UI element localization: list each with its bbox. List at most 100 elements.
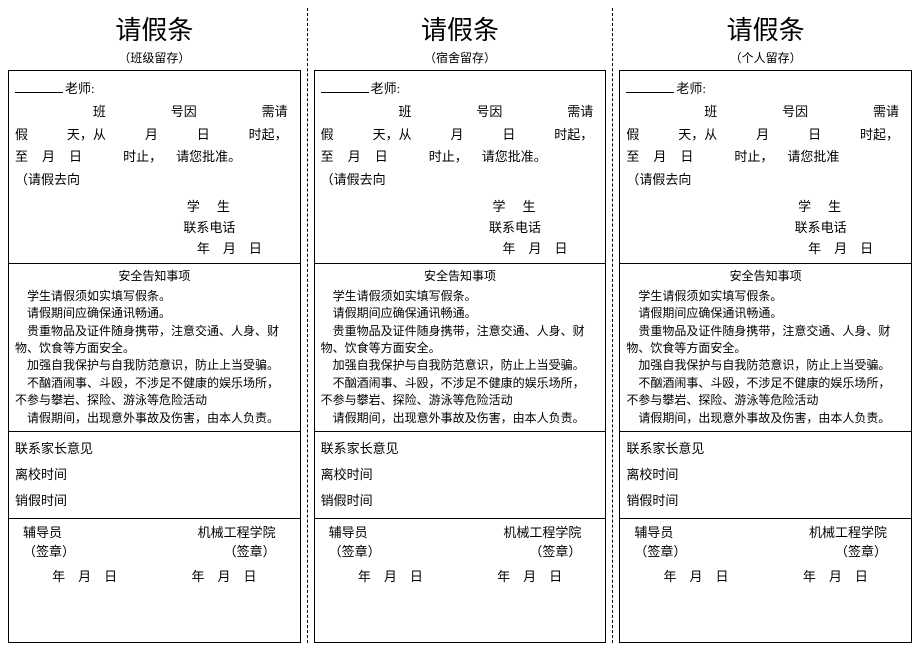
label-counselor: 辅导员 <box>634 523 686 543</box>
safety-item-2: 请假期间应确保通讯畅通。 <box>626 305 905 322</box>
safety-item-3a: 贵重物品及证件随身携带，注意交通、人身、财 <box>626 323 905 340</box>
subtitle: （宿舍留存） <box>314 49 607 66</box>
label-need: 需请 <box>567 102 593 123</box>
leave-slip-class-copy: 请假条 （班级留存） 老师: 班 号因 需请 假 天，从 月 日 时起， 至 月… <box>4 8 305 643</box>
label-seal-1: （签章） <box>329 542 381 562</box>
label-class: 班 <box>399 102 412 123</box>
label-day2: 日 <box>375 147 388 168</box>
contact-section: 联系家长意见 离校时间 销假时间 <box>9 431 300 518</box>
leave-slip-personal-copy: 请假条 （个人留存） 老师: 班 号因 需请 假 天，从 月 日 时起， 至 月… <box>615 8 916 643</box>
label-from: 时起， <box>554 125 593 146</box>
title: 请假条 <box>619 10 912 47</box>
teacher-blank[interactable] <box>15 79 63 93</box>
safety-item-5a: 不酗酒闹事、斗殴，不涉足不健康的娱乐场所， <box>15 375 294 392</box>
label-parent: 联系家长意见 <box>15 436 294 462</box>
safety-item-4: 加强自我保护与自我防范意识，防止上当受骗。 <box>321 357 600 374</box>
body-section: 老师: 班 号因 需请 假 天，从 月 日 时起， 至 月 日 时止， 请您批准… <box>9 71 300 263</box>
label-leave: 假 <box>321 125 334 146</box>
label-seal-2: （签章） <box>503 542 581 562</box>
label-from: 时起， <box>249 125 288 146</box>
label-seal-2: （签章） <box>198 542 276 562</box>
contact-section: 联系家长意见 离校时间 销假时间 <box>315 431 606 518</box>
form-box: 老师: 班 号因 需请 假 天，从 月 日 时起， 至 月 日 时止， 请您批准 <box>619 70 912 643</box>
subtitle: （班级留存） <box>8 49 301 66</box>
label-to-time: 时止， <box>123 147 162 168</box>
safety-item-1: 学生请假须如实填写假条。 <box>626 288 905 305</box>
safety-item-4: 加强自我保护与自我防范意识，防止上当受骗。 <box>15 357 294 374</box>
label-dest: （请假去向 <box>15 170 294 191</box>
safety-title: 安全告知事项 <box>321 268 600 285</box>
label-day1: 日 <box>808 125 821 146</box>
label-dest: （请假去向 <box>321 170 600 191</box>
safety-item-5a: 不酗酒闹事、斗殴，不涉足不健康的娱乐场所， <box>321 375 600 392</box>
label-to: 至 <box>15 147 28 168</box>
label-approve: 请您批准 <box>787 147 839 168</box>
label-phone: 联系电话 <box>736 218 905 239</box>
label-to-time: 时止， <box>734 147 773 168</box>
body-section: 老师: 班 号因 需请 假 天，从 月 日 时起， 至 月 日 时止， 请您批准… <box>315 71 606 263</box>
safety-title: 安全告知事项 <box>15 268 294 285</box>
sign-date-2: 年 月 日 <box>191 568 256 587</box>
leave-slip-dorm-copy: 请假条 （宿舍留存） 老师: 班 号因 需请 假 天，从 月 日 时起， 至 月… <box>310 8 611 643</box>
label-need: 需请 <box>262 102 288 123</box>
safety-section: 安全告知事项 学生请假须如实填写假条。 请假期间应确保通讯畅通。 贵重物品及证件… <box>9 263 300 431</box>
label-counselor: 辅导员 <box>329 523 381 543</box>
label-approve: 请您批准。 <box>482 147 547 168</box>
label-parent: 联系家长意见 <box>626 436 905 462</box>
teacher-blank[interactable] <box>626 79 674 93</box>
label-counselor: 辅导员 <box>23 523 75 543</box>
divider-2 <box>612 8 613 643</box>
label-seal-1: （签章） <box>23 542 75 562</box>
label-day2: 日 <box>69 147 82 168</box>
label-from: 时起， <box>860 125 899 146</box>
sign-date-1: 年 月 日 <box>52 568 117 587</box>
label-parent: 联系家长意见 <box>321 436 600 462</box>
label-approve: 请您批准。 <box>176 147 241 168</box>
label-student: 学 生 <box>736 197 905 218</box>
safety-item-4: 加强自我保护与自我防范意识，防止上当受骗。 <box>626 357 905 374</box>
label-seal-1: （签章） <box>634 542 686 562</box>
label-num: 号因 <box>782 102 808 123</box>
label-day1: 日 <box>197 125 210 146</box>
contact-section: 联系家长意见 离校时间 销假时间 <box>620 431 911 518</box>
divider-1 <box>307 8 308 643</box>
label-college: 机械工程学院 <box>503 523 581 543</box>
label-student: 学 生 <box>431 197 600 218</box>
label-seal-2: （签章） <box>809 542 887 562</box>
safety-item-5b: 不参与攀岩、探险、游泳等危险活动 <box>15 392 294 409</box>
safety-item-6: 请假期间，出现意外事故及伤害，由本人负责。 <box>321 410 600 427</box>
label-days: 天，从 <box>373 125 412 146</box>
safety-item-3a: 贵重物品及证件随身携带，注意交通、人身、财 <box>15 323 294 340</box>
label-to-time: 时止， <box>429 147 468 168</box>
label-phone: 联系电话 <box>125 218 294 239</box>
form-box: 老师: 班 号因 需请 假 天，从 月 日 时起， 至 月 日 时止， 请您批准… <box>8 70 301 643</box>
label-class: 班 <box>704 102 717 123</box>
label-month2: 月 <box>653 147 666 168</box>
sign-section: 辅导员 （签章） 机械工程学院 （签章） 年 月 日 年 月 日 <box>620 518 911 595</box>
safety-section: 安全告知事项 学生请假须如实填写假条。 请假期间应确保通讯畅通。 贵重物品及证件… <box>620 263 911 431</box>
safety-item-3b: 物、饮食等方面安全。 <box>15 340 294 357</box>
safety-item-1: 学生请假须如实填写假条。 <box>321 288 600 305</box>
label-month1: 月 <box>450 125 463 146</box>
label-leave-time: 离校时间 <box>15 462 294 488</box>
title: 请假条 <box>8 10 301 47</box>
teacher-suffix: 老师: <box>676 81 706 96</box>
label-num: 号因 <box>476 102 502 123</box>
sign-section: 辅导员 （签章） 机械工程学院 （签章） 年 月 日 年 月 日 <box>315 518 606 595</box>
label-date: 年 月 日 <box>776 239 905 260</box>
label-cancel-time: 销假时间 <box>321 488 600 514</box>
sign-date-1: 年 月 日 <box>358 568 423 587</box>
safety-item-6: 请假期间，出现意外事故及伤害，由本人负责。 <box>626 410 905 427</box>
safety-item-6: 请假期间，出现意外事故及伤害，由本人负责。 <box>15 410 294 427</box>
label-day2: 日 <box>680 147 693 168</box>
label-to: 至 <box>321 147 334 168</box>
label-college: 机械工程学院 <box>809 523 887 543</box>
safety-item-5b: 不参与攀岩、探险、游泳等危险活动 <box>626 392 905 409</box>
label-cancel-time: 销假时间 <box>15 488 294 514</box>
label-day1: 日 <box>502 125 515 146</box>
teacher-blank[interactable] <box>321 79 369 93</box>
label-leave-time: 离校时间 <box>626 462 905 488</box>
label-leave: 假 <box>626 125 639 146</box>
label-to: 至 <box>626 147 639 168</box>
safety-section: 安全告知事项 学生请假须如实填写假条。 请假期间应确保通讯畅通。 贵重物品及证件… <box>315 263 606 431</box>
